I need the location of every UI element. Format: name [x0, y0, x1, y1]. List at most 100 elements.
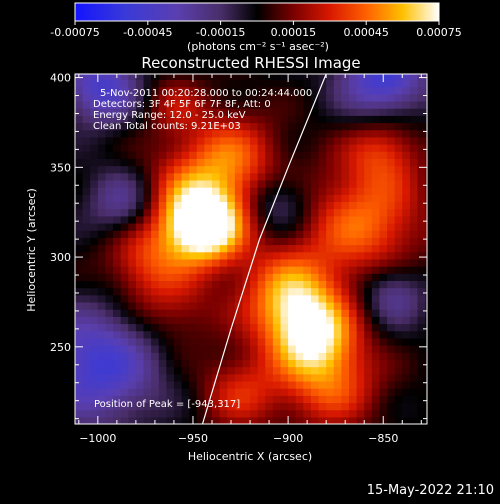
- heatmap-cell: [135, 222, 145, 231]
- colorbar-tick-label: -0.00015: [196, 26, 245, 39]
- heatmap-cell: [303, 208, 312, 217]
- heatmap-cell: [310, 230, 320, 238]
- heatmap-cell: [356, 158, 365, 167]
- heatmap-cell: [326, 215, 335, 224]
- heatmap-cell: [326, 136, 335, 145]
- heatmap-cell: [348, 266, 358, 274]
- heatmap-cell: [143, 136, 152, 145]
- heatmap-cell: [348, 388, 358, 396]
- heatmap-cell: [417, 337, 426, 346]
- heatmap-cell: [234, 115, 244, 124]
- heatmap-cell: [211, 122, 221, 131]
- heatmap-cell: [75, 280, 84, 289]
- heatmap-cell: [166, 373, 175, 382]
- heatmap-cell: [295, 352, 304, 360]
- heatmap-cell: [181, 165, 190, 174]
- heatmap-cell: [371, 151, 381, 159]
- heatmap-cell: [82, 301, 91, 310]
- heatmap-cell: [288, 323, 297, 332]
- heatmap-cell: [227, 273, 236, 282]
- heatmap-cell: [326, 345, 335, 353]
- heatmap-cell: [97, 337, 107, 346]
- heatmap-cell: [196, 194, 205, 203]
- heatmap-cell: [181, 359, 190, 368]
- heatmap-cell: [402, 316, 411, 325]
- heatmap-cell: [128, 74, 137, 80]
- heatmap-cell: [113, 215, 122, 224]
- heatmap-cell: [105, 86, 114, 95]
- heatmap-cell: [204, 215, 213, 224]
- heatmap-cell: [402, 187, 411, 195]
- heatmap-cell: [75, 366, 84, 375]
- heatmap-cell: [348, 136, 358, 145]
- heatmap-cell: [257, 136, 266, 145]
- heatmap-cell: [97, 122, 107, 131]
- heatmap-cell: [272, 165, 282, 174]
- heatmap-cell: [341, 136, 350, 145]
- heatmap-cell: [341, 352, 350, 360]
- heatmap-cell: [250, 215, 259, 224]
- heatmap-cell: [105, 115, 114, 124]
- heatmap-cell: [135, 345, 145, 353]
- heatmap-cell: [364, 287, 373, 296]
- heatmap-cell: [211, 215, 221, 224]
- heatmap-cell: [257, 323, 266, 332]
- heatmap-cell: [425, 309, 427, 317]
- heatmap-cell: [356, 244, 365, 253]
- heatmap-cell: [211, 258, 221, 267]
- heatmap-cell: [318, 179, 327, 188]
- heatmap-cell: [333, 179, 342, 188]
- heatmap-cell: [387, 395, 396, 404]
- heatmap-cell: [219, 330, 228, 339]
- heatmap-cell: [402, 136, 411, 145]
- heatmap-cell: [341, 337, 350, 346]
- heatmap-cell: [151, 380, 160, 389]
- heatmap-cell: [280, 380, 289, 389]
- heatmap-cell: [189, 287, 198, 296]
- heatmap-cell: [356, 108, 365, 116]
- heatmap-cell: [135, 74, 145, 80]
- heatmap-cell: [105, 74, 114, 80]
- heatmap-cell: [318, 258, 327, 267]
- heatmap-cell: [364, 115, 373, 124]
- heatmap-cell: [113, 352, 122, 360]
- heatmap-cell: [387, 373, 396, 382]
- heatmap-cell: [135, 172, 145, 181]
- heatmap-cell: [326, 280, 335, 289]
- heatmap-cell: [211, 359, 221, 368]
- heatmap-cell: [189, 86, 198, 95]
- heatmap-cell: [371, 108, 381, 116]
- heatmap-cell: [166, 380, 175, 389]
- heatmap-cell: [250, 165, 259, 174]
- heatmap-cell: [234, 201, 244, 210]
- heatmap-cell: [151, 230, 160, 238]
- heatmap-cell: [82, 194, 91, 203]
- heatmap-cell: [181, 222, 190, 231]
- heatmap-cell: [303, 316, 312, 325]
- heatmap-cell: [341, 273, 350, 282]
- heatmap-cell: [250, 136, 259, 145]
- heatmap-cell: [326, 309, 335, 317]
- heatmap-cell: [318, 222, 327, 231]
- heatmap-cell: [425, 337, 427, 346]
- heatmap-cell: [295, 359, 304, 368]
- heatmap-cell: [417, 151, 426, 159]
- heatmap-cell: [113, 208, 122, 217]
- heatmap-cell: [417, 316, 426, 325]
- heatmap-cell: [310, 373, 320, 382]
- heatmap-cell: [272, 366, 282, 375]
- heatmap-cell: [425, 201, 427, 210]
- heatmap-cell: [227, 222, 236, 231]
- heatmap-cell: [265, 301, 274, 310]
- heatmap-cell: [425, 86, 427, 95]
- heatmap-cell: [295, 409, 304, 418]
- heatmap-cell: [135, 323, 145, 332]
- heatmap-cell: [242, 409, 251, 418]
- heatmap-cell: [341, 294, 350, 303]
- heatmap-cell: [250, 323, 259, 332]
- heatmap-cell: [120, 172, 129, 181]
- heatmap-cell: [265, 172, 274, 181]
- heatmap-cell: [211, 416, 221, 424]
- heatmap-cell: [303, 222, 312, 231]
- heatmap-cell: [143, 359, 152, 368]
